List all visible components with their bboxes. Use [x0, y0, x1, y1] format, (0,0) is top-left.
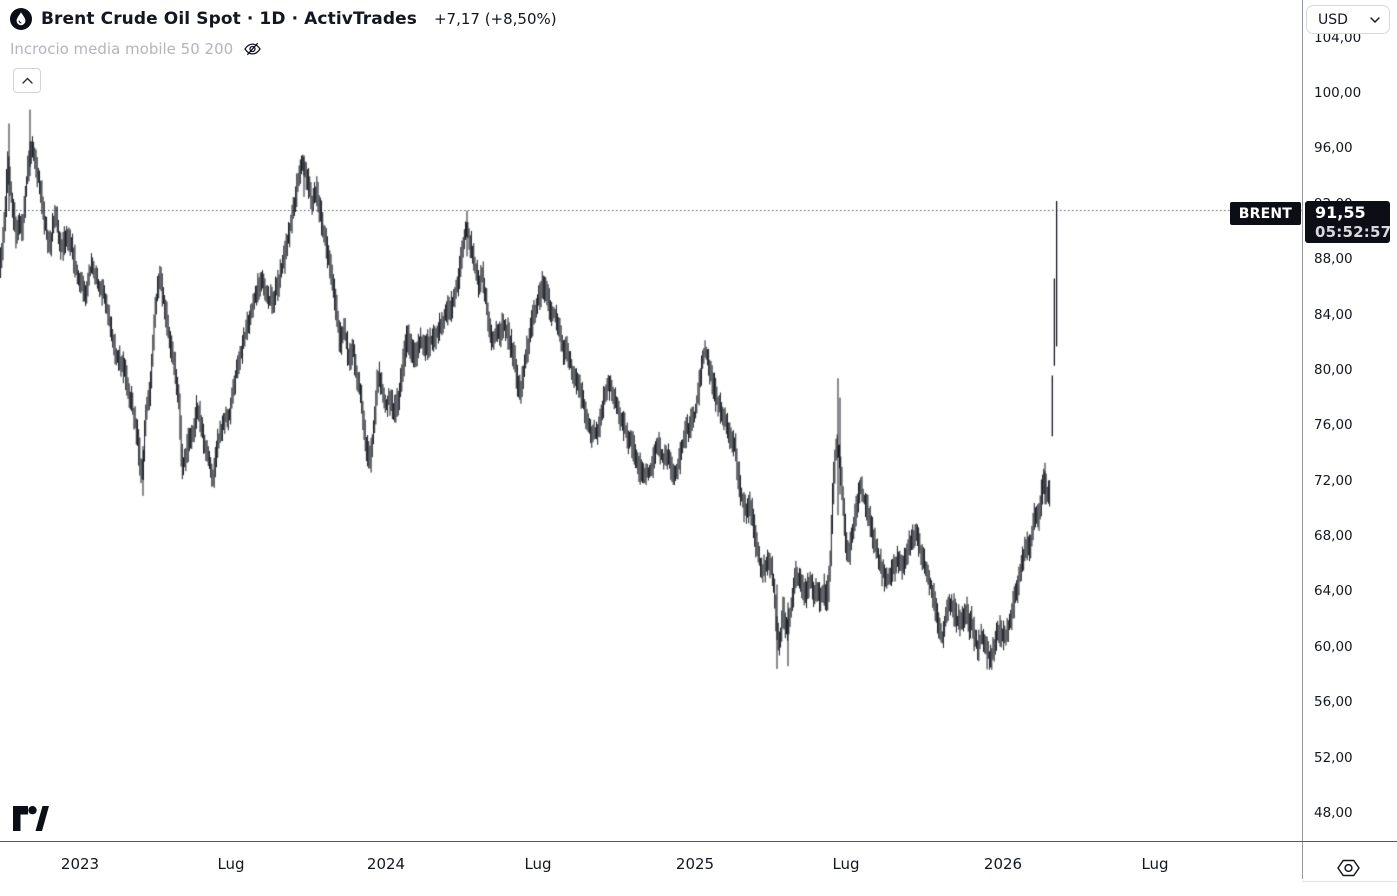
oil-drop-icon: [10, 8, 32, 30]
price-tick-label: 60,00: [1314, 638, 1353, 655]
time-tick-label: 2026: [983, 855, 1023, 873]
axis-settings-button[interactable]: [1336, 856, 1361, 880]
price-chart-canvas[interactable]: [0, 0, 1302, 841]
bar-countdown: 05:52:57: [1315, 222, 1392, 241]
tradingview-logo-icon: [13, 806, 49, 831]
tradingview-logo[interactable]: [13, 806, 49, 832]
time-axis-separator: [0, 841, 1397, 842]
price-tick-label: 48,00: [1314, 804, 1353, 821]
indicator-label[interactable]: Incrocio media mobile 50 200: [10, 40, 234, 58]
chevron-down-icon: [1370, 16, 1380, 23]
time-tick-label: Lug: [524, 855, 552, 873]
time-tick-label: Lug: [217, 855, 245, 873]
price-change: +7,17 (+8,50%): [433, 10, 557, 28]
last-price-value: 91,55: [1315, 203, 1366, 222]
chevron-up-icon: [21, 77, 33, 84]
currency-selector[interactable]: USD: [1306, 5, 1390, 34]
price-tick-label: 100,00: [1314, 85, 1362, 101]
price-tick-label: 96,00: [1314, 140, 1353, 157]
price-tick-label: 76,00: [1314, 417, 1353, 434]
time-tick-label: Lug: [832, 855, 860, 873]
price-tick-label: 64,00: [1314, 583, 1353, 600]
time-tick-label: 2023: [60, 855, 100, 873]
time-tick-label: Lug: [1141, 855, 1169, 873]
price-axis[interactable]: 104,00100,0096,0092,0088,0084,0080,0076,…: [1303, 0, 1397, 841]
hexagon-settings-icon: [1337, 859, 1360, 877]
price-tick-label: 56,00: [1314, 694, 1353, 711]
currency-value: USD: [1318, 11, 1348, 28]
eye-off-icon[interactable]: [243, 41, 262, 57]
indicator-legend[interactable]: Incrocio media mobile 50 200: [10, 40, 262, 58]
price-tick-label: 88,00: [1314, 251, 1353, 268]
price-tick-label: 52,00: [1314, 749, 1353, 766]
time-tick-label: 2024: [366, 855, 406, 873]
last-price-axis-label[interactable]: 91,55 05:52:57: [1305, 201, 1392, 243]
time-tick-label: 2025: [675, 855, 715, 873]
symbol-title[interactable]: Brent Crude Oil Spot · 1D · ActivTrades: [41, 9, 417, 29]
price-tick-label: 72,00: [1314, 472, 1353, 489]
price-tick-label: 68,00: [1314, 528, 1353, 545]
chart-legend[interactable]: Brent Crude Oil Spot · 1D · ActivTrades …: [10, 8, 557, 30]
price-tick-label: 84,00: [1314, 306, 1353, 323]
time-axis[interactable]: 2023 Lug 2024 Lug 2025 Lug 2026 Lug: [0, 842, 1302, 896]
symbol-price-flag[interactable]: BRENT: [1229, 202, 1301, 225]
price-tick-label: 80,00: [1314, 361, 1353, 378]
price-axis-separator: [1302, 0, 1303, 879]
collapse-legend-button[interactable]: [13, 68, 41, 93]
